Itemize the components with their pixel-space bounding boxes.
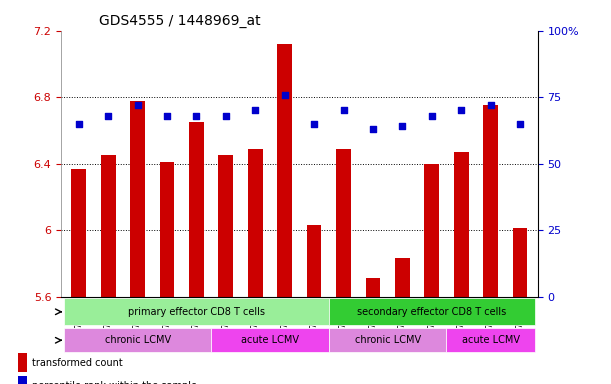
Point — [162, 113, 172, 119]
FancyBboxPatch shape — [64, 298, 329, 326]
FancyBboxPatch shape — [329, 328, 447, 352]
Text: percentile rank within the sample: percentile rank within the sample — [32, 381, 197, 384]
Bar — [425, 164, 439, 296]
Bar — [395, 258, 410, 296]
Point — [309, 121, 319, 127]
Point — [515, 121, 525, 127]
Text: secondary effector CD8 T cells: secondary effector CD8 T cells — [357, 307, 507, 317]
Bar — [130, 101, 145, 296]
Point — [427, 113, 437, 119]
Point — [338, 108, 348, 114]
Text: GDS4555 / 1448969_at: GDS4555 / 1448969_at — [99, 14, 261, 28]
Bar — [454, 152, 469, 296]
Bar — [189, 122, 204, 296]
Point — [103, 113, 113, 119]
Point — [191, 113, 201, 119]
Bar — [365, 278, 380, 296]
Point — [456, 108, 466, 114]
Text: transformed count: transformed count — [32, 358, 122, 368]
Text: acute LCMV: acute LCMV — [241, 335, 299, 345]
FancyBboxPatch shape — [64, 328, 211, 352]
Point — [486, 102, 496, 108]
Text: acute LCMV: acute LCMV — [461, 335, 519, 345]
Bar — [277, 44, 292, 296]
Bar — [71, 169, 86, 296]
Point — [251, 108, 260, 114]
Point — [398, 123, 408, 129]
Bar — [248, 149, 263, 296]
Point — [280, 91, 290, 98]
FancyBboxPatch shape — [329, 298, 535, 326]
Bar — [307, 225, 321, 296]
Text: chronic LCMV: chronic LCMV — [104, 335, 170, 345]
Bar — [219, 156, 233, 296]
Point — [221, 113, 231, 119]
Point — [368, 126, 378, 132]
Bar — [483, 106, 498, 296]
Bar — [513, 228, 527, 296]
Bar — [101, 156, 115, 296]
Bar — [336, 149, 351, 296]
FancyBboxPatch shape — [447, 328, 535, 352]
Text: primary effector CD8 T cells: primary effector CD8 T cells — [128, 307, 265, 317]
Point — [74, 121, 84, 127]
Bar — [18, 376, 27, 384]
Bar — [159, 162, 174, 296]
Text: chronic LCMV: chronic LCMV — [354, 335, 421, 345]
FancyBboxPatch shape — [211, 328, 329, 352]
Bar — [18, 353, 27, 372]
Point — [133, 102, 142, 108]
